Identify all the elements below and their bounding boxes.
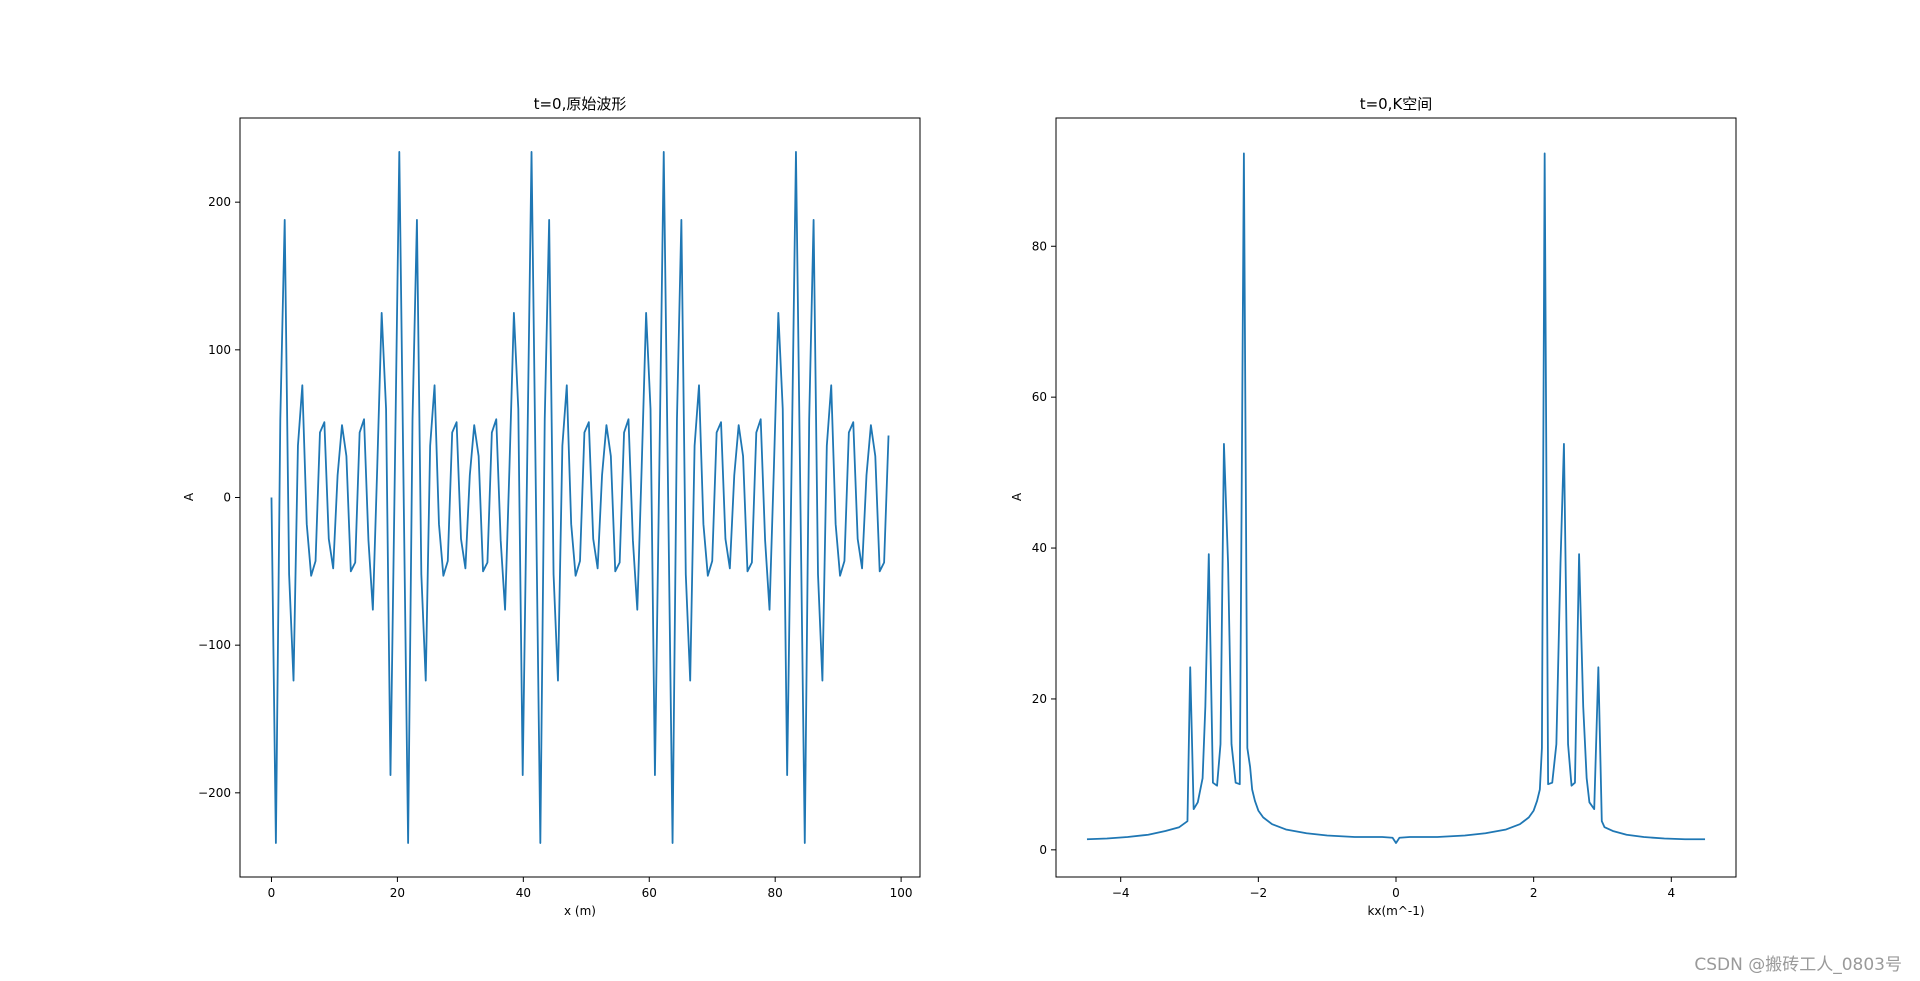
kspace-xlabel: kx(m^-1): [1367, 904, 1424, 918]
kspace-title: t=0,K空间: [1360, 95, 1433, 113]
waveform-xlabel: x (m): [564, 904, 596, 918]
waveform-xtick-label: 100: [890, 886, 913, 900]
csdn-watermark: CSDN @搬砖工人_0803号: [1694, 955, 1902, 975]
waveform-xtick-label: 40: [516, 886, 531, 900]
waveform-title: t=0,原始波形: [534, 95, 627, 113]
waveform-ytick-label: 0: [223, 491, 231, 505]
waveform-axes-frame: [239, 117, 921, 878]
kspace-xtick-label: 0: [1392, 886, 1400, 900]
waveform-ytick-label: −100: [198, 638, 231, 652]
waveform-ylabel: A: [182, 492, 196, 501]
kspace-series-line: [1086, 152, 1706, 844]
kspace-ytick-label: 80: [1032, 239, 1047, 253]
waveform-ytick-label: 100: [208, 343, 231, 357]
kspace-axes-frame: [1055, 117, 1737, 878]
waveform-xtick-label: 80: [768, 886, 783, 900]
kspace-subplot: t=0,K空间 −4 −2 0 2 4 80 60 40 20 0 kx(m^-1) A: [1010, 95, 1737, 918]
waveform-series-line: [270, 151, 890, 844]
kspace-ylabel: A: [1010, 492, 1024, 501]
kspace-ytick-label: 40: [1032, 541, 1047, 555]
waveform-subplot: t=0,原始波形 0 20 40 60 80 100 200 100 0 −100 −200 x (…: [182, 95, 921, 918]
kspace-xtick-label: −4: [1112, 886, 1130, 900]
kspace-ytick-label: 20: [1032, 692, 1047, 706]
kspace-ytick-label: 0: [1039, 843, 1047, 857]
waveform-ytick-label: 200: [208, 195, 231, 209]
kspace-xtick-label: −2: [1249, 886, 1267, 900]
waveform-xtick-label: 60: [642, 886, 657, 900]
waveform-ytick-label: −200: [198, 786, 231, 800]
kspace-xtick-label: 2: [1530, 886, 1538, 900]
waveform-xtick-label: 20: [390, 886, 405, 900]
kspace-ytick-label: 60: [1032, 390, 1047, 404]
waveform-xtick-label: 0: [268, 886, 276, 900]
kspace-xtick-label: 4: [1667, 886, 1675, 900]
